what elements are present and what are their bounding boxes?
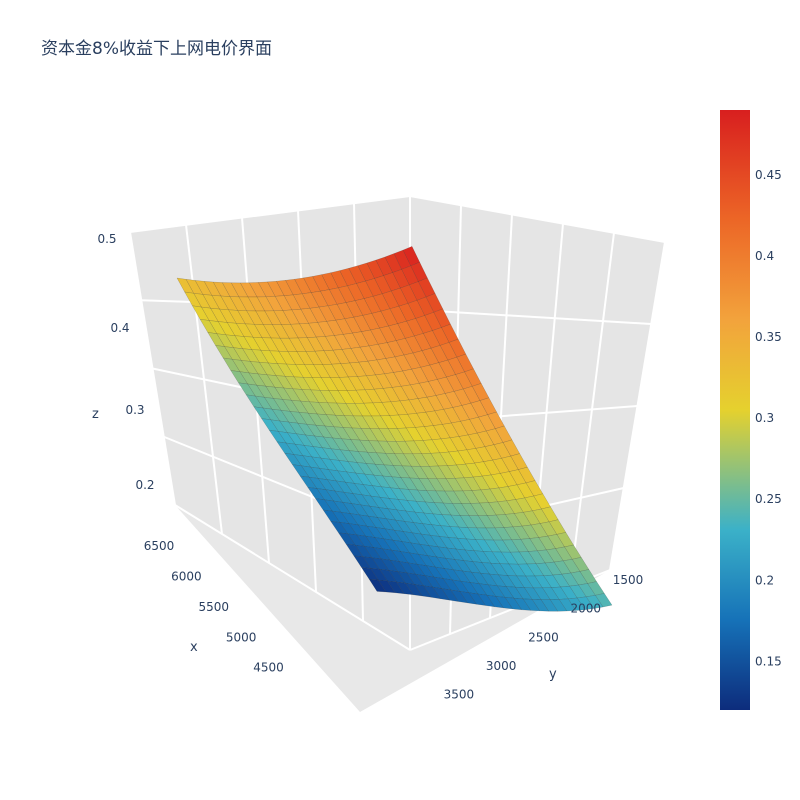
- axis-ticks: 0.2 0.3 0.4 0.5 4500 5000 5500 6000 6500 1500 2000…: [97, 232, 643, 702]
- z-tick-label: 0.5: [97, 232, 116, 246]
- colorbar-tick-label: 0.4: [755, 249, 774, 263]
- y-tick-label: 2500: [528, 630, 559, 644]
- colorbar-tick-label: 0.45: [755, 168, 782, 182]
- y-tick-label: 3000: [486, 659, 517, 673]
- grid-line-right-horizontal: [409, 308, 652, 325]
- z-axis-title: z: [92, 407, 99, 422]
- z-tick-label: 0.3: [125, 403, 144, 417]
- y-tick-label: 1500: [613, 573, 644, 587]
- z-tick-label: 0.4: [110, 321, 129, 335]
- x-tick-label: 6000: [171, 569, 202, 583]
- x-tick-label: 5000: [226, 630, 257, 644]
- colorbar-tick-label: 0.3: [755, 411, 774, 425]
- x-axis-title: x: [190, 640, 198, 655]
- colorbar: [720, 110, 750, 710]
- colorbar-tick-label: 0.2: [755, 573, 774, 587]
- grid-line-left-horizontal: [129, 195, 411, 233]
- colorbar-ticks: 0.15 0.2 0.25 0.3 0.35 0.4 0.45: [755, 168, 782, 668]
- chart-title: 资本金8%收益下上网电价界面: [41, 39, 272, 59]
- y-tick-label: 3500: [444, 688, 475, 702]
- y-tick-label: 2000: [570, 602, 601, 616]
- grid-line-right-horizontal: [409, 195, 666, 243]
- surface-cell: [368, 579, 387, 593]
- colorbar-tick-label: 0.15: [755, 654, 782, 668]
- z-tick-label: 0.2: [135, 478, 154, 492]
- x-tick-label: 5500: [199, 600, 230, 614]
- x-tick-label: 4500: [253, 661, 284, 675]
- grid-line-left-horizontal: [174, 504, 411, 651]
- colorbar-tick-label: 0.25: [755, 492, 782, 506]
- x-tick-label: 6500: [144, 539, 175, 553]
- colorbar-tick-label: 0.35: [755, 330, 782, 344]
- y-axis-title: y: [549, 667, 557, 682]
- surface-mesh[interactable]: [176, 246, 613, 612]
